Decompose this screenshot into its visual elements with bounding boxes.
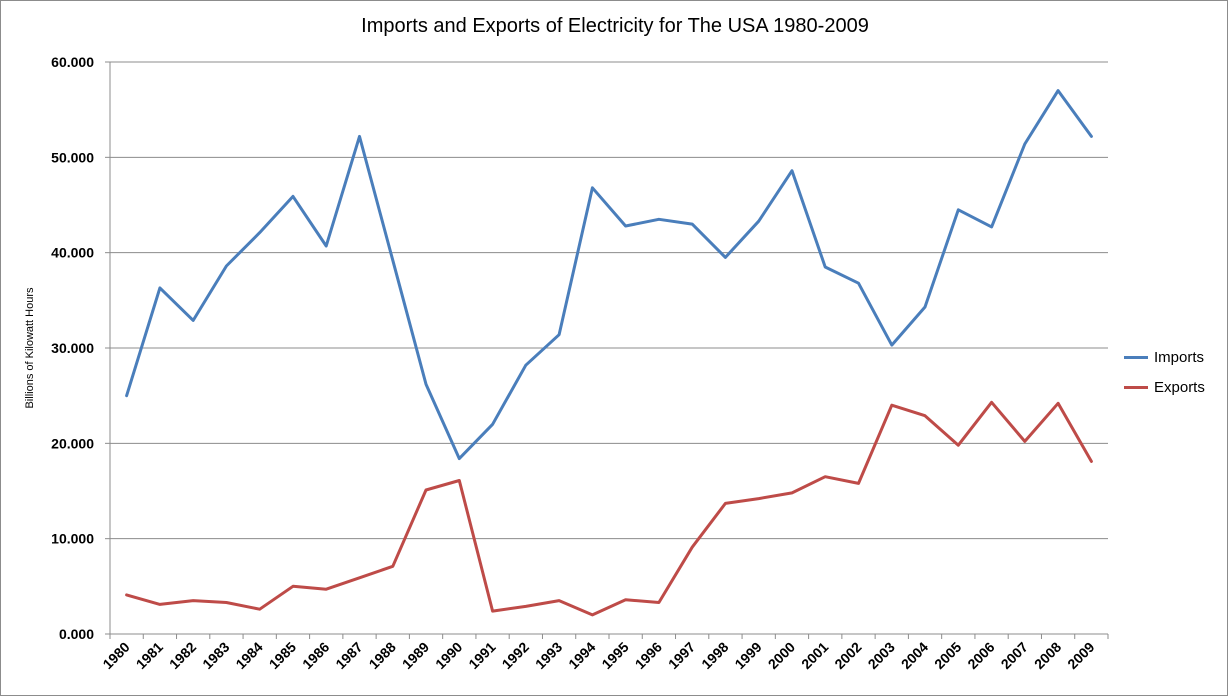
x-tick-label: 2001	[798, 639, 831, 672]
axes	[105, 61, 1109, 639]
y-tick-label: 30.000	[51, 340, 94, 356]
legend-item-imports: Imports	[1124, 342, 1205, 372]
legend-label: Imports	[1154, 348, 1205, 366]
series-line-exports	[125, 400, 1093, 617]
x-tick-label: 1985	[266, 639, 299, 672]
x-tick-label: 1982	[166, 639, 199, 672]
legend-item-exports: Exports	[1124, 372, 1205, 402]
x-tick-label: 1997	[665, 639, 698, 672]
y-tick-label: 60.000	[51, 54, 94, 70]
y-tick-label: 40.000	[51, 245, 94, 261]
x-tick-label: 1988	[366, 639, 399, 672]
x-tick-label: 2007	[998, 639, 1031, 672]
x-tick-label: 1992	[499, 639, 532, 672]
x-tick-label: 1986	[299, 639, 332, 672]
y-tick-label: 0.000	[59, 626, 94, 642]
x-tick-label: 1996	[632, 639, 665, 672]
x-tick-label: 1991	[465, 639, 498, 672]
x-tick-label: 1980	[99, 639, 132, 672]
legend-label: Exports	[1154, 378, 1205, 396]
x-tick-label: 2004	[898, 639, 931, 672]
x-tick-label: 1983	[199, 639, 232, 672]
gridlines	[110, 61, 1108, 635]
legend: Imports Exports	[1124, 342, 1205, 402]
x-tick-label: 1995	[598, 639, 631, 672]
x-tick-label: 1989	[399, 639, 432, 672]
x-tick-label: 1984	[232, 639, 265, 672]
x-tick-label: 2006	[964, 639, 997, 672]
y-tick-labels: 0.000 10.000 20.000 30.000 40.000 50.000 60.00…	[51, 54, 94, 642]
y-tick-label: 50.000	[51, 149, 94, 165]
series-lines	[125, 89, 1093, 617]
legend-swatch	[1124, 385, 1148, 389]
x-tick-label: 1990	[432, 639, 465, 672]
x-tick-label: 2005	[931, 639, 964, 672]
x-tick-label: 1981	[133, 639, 166, 672]
x-tick-label: 1998	[698, 639, 731, 672]
x-tick-label: 2003	[865, 639, 898, 672]
x-tick-label: 2009	[1064, 639, 1097, 672]
x-tick-label: 1993	[532, 639, 565, 672]
x-tick-label: 1994	[565, 639, 598, 672]
y-tick-label: 10.000	[51, 531, 94, 547]
x-tick-label: 2000	[765, 639, 798, 672]
x-tick-label: 2002	[831, 639, 864, 672]
x-tick-labels: 1980 1981 1982 1983 1984 1985 1986 1987 1988 1989…	[99, 639, 1097, 672]
x-tick-label: 1999	[731, 639, 764, 672]
y-tick-label: 20.000	[51, 435, 94, 451]
chart-title: Imports and Exports of Electricity for T…	[361, 15, 869, 37]
series-line-imports	[125, 89, 1093, 461]
legend-swatch	[1124, 355, 1148, 359]
x-tick-label: 1987	[332, 639, 365, 672]
x-tick-label: 2008	[1031, 639, 1064, 672]
